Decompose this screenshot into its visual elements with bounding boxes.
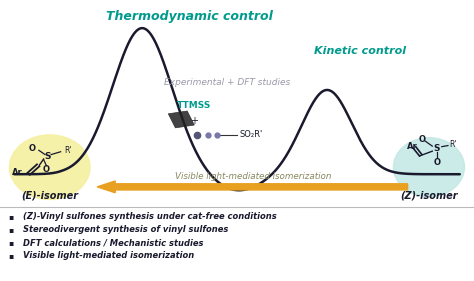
Text: Thermodynamic control: Thermodynamic control bbox=[106, 10, 273, 23]
Text: (E)-isomer: (E)-isomer bbox=[21, 190, 78, 200]
Text: Ar: Ar bbox=[407, 142, 418, 151]
Text: O: O bbox=[29, 144, 36, 153]
Text: R': R' bbox=[449, 140, 457, 149]
Text: +: + bbox=[191, 116, 198, 126]
FancyArrow shape bbox=[97, 181, 408, 193]
Text: (Z)-isomer: (Z)-isomer bbox=[400, 190, 458, 200]
Text: ▪: ▪ bbox=[9, 225, 14, 234]
Text: Kinetic control: Kinetic control bbox=[314, 46, 406, 56]
Text: Ar: Ar bbox=[12, 168, 23, 177]
Text: TTMSS: TTMSS bbox=[177, 101, 211, 110]
Text: ▪: ▪ bbox=[9, 212, 14, 221]
Text: (Z)-Vinyl sulfones synthesis under cat-free conditions: (Z)-Vinyl sulfones synthesis under cat-f… bbox=[23, 212, 276, 221]
Ellipse shape bbox=[393, 138, 465, 197]
Text: ▪: ▪ bbox=[9, 238, 14, 247]
Text: Visible light-mediated isomerization: Visible light-mediated isomerization bbox=[175, 172, 332, 181]
Text: Visible light-mediated isomerization: Visible light-mediated isomerization bbox=[23, 251, 194, 260]
Ellipse shape bbox=[9, 135, 90, 200]
Text: DFT calculations / Mechanistic studies: DFT calculations / Mechanistic studies bbox=[23, 238, 203, 247]
Polygon shape bbox=[168, 111, 194, 128]
Text: R': R' bbox=[64, 146, 72, 155]
Text: Stereodivergent synthesis of vinyl sulfones: Stereodivergent synthesis of vinyl sulfo… bbox=[23, 225, 228, 234]
Text: SO₂R': SO₂R' bbox=[239, 130, 263, 139]
Text: O: O bbox=[419, 135, 425, 144]
Text: ▪: ▪ bbox=[9, 251, 14, 260]
Text: S: S bbox=[44, 152, 51, 161]
Text: S: S bbox=[434, 144, 440, 153]
Text: O: O bbox=[434, 158, 440, 167]
Text: O: O bbox=[43, 165, 50, 174]
Text: Experimental + DFT studies: Experimental + DFT studies bbox=[164, 78, 291, 87]
